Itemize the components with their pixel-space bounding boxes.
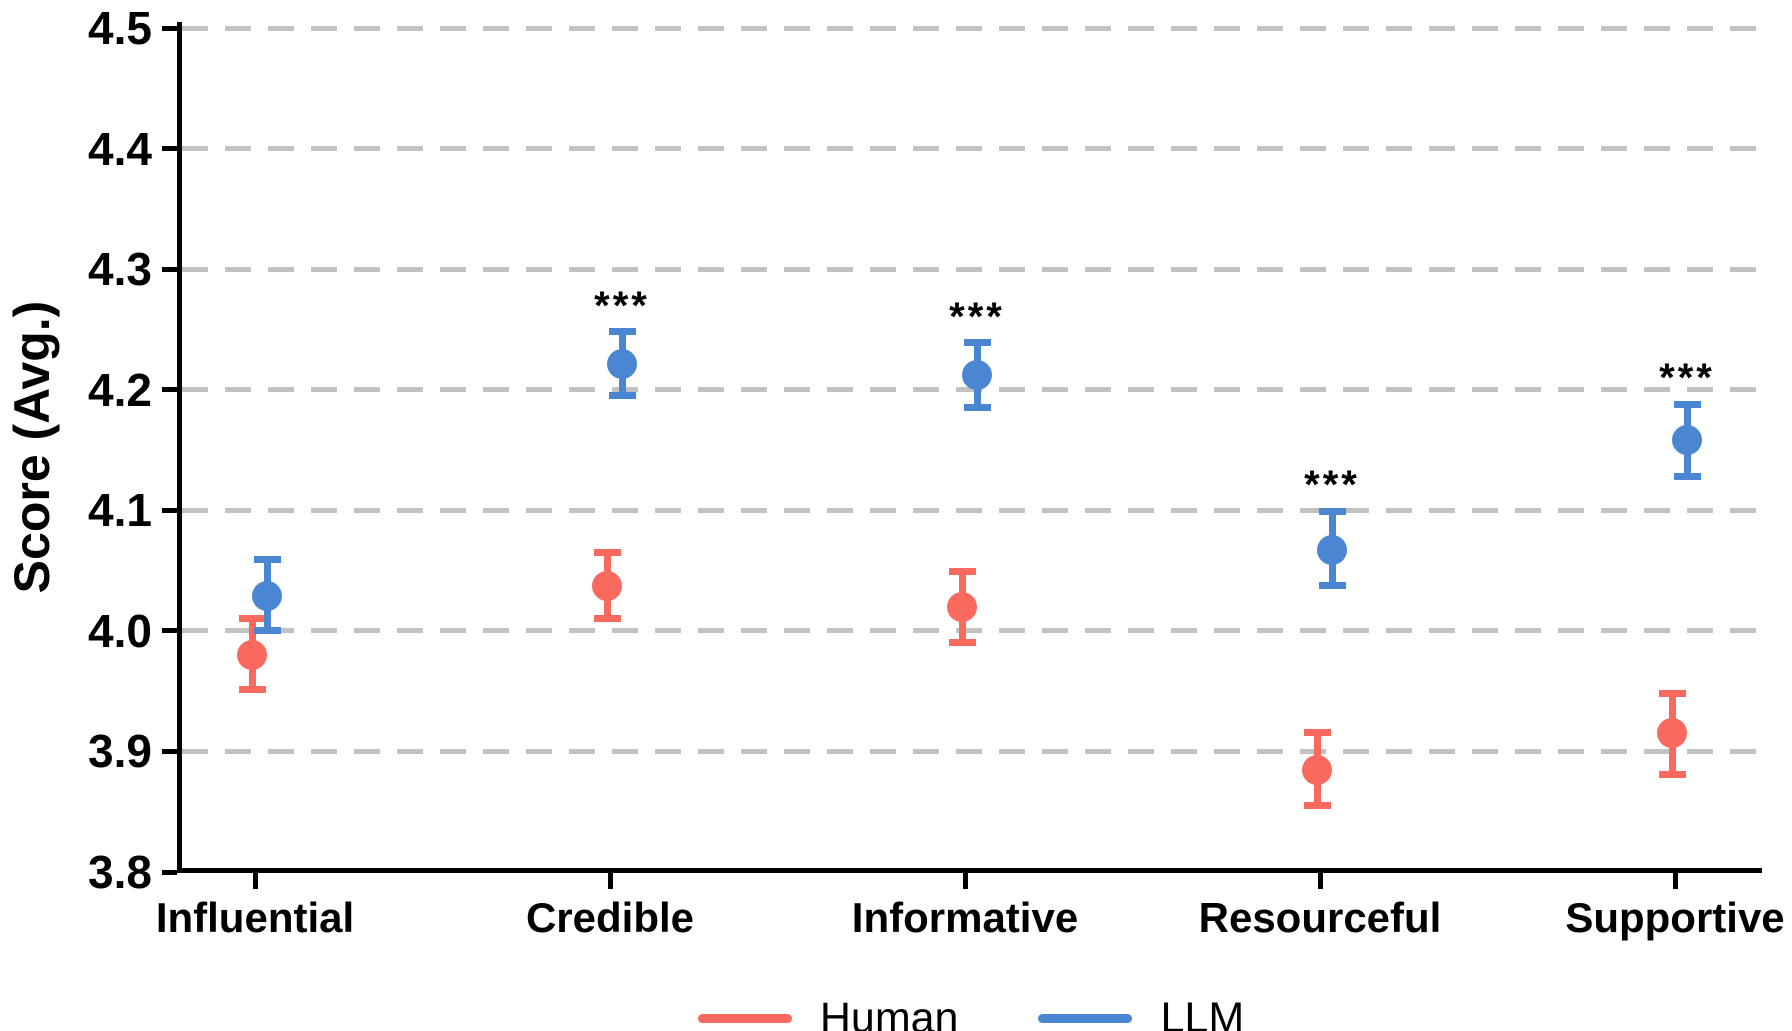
sig-marker-credible: *** [594,283,650,328]
human-point-resourceful [1302,754,1332,785]
llm-point-influential [252,580,282,611]
y-tick-4 [162,628,177,634]
llm-errorbar-cap-top-supportive [1673,400,1701,408]
sig-marker-informative: *** [949,294,1005,339]
x-tick-supportive [1672,873,1678,889]
x-tick-label-influential: Influential [155,894,355,941]
y-axis-spine [177,22,182,873]
gridline-4.4 [182,146,1762,152]
y-tick-label-3.9: 3.9 [88,725,152,778]
y-tick-label-4.2: 4.2 [88,363,152,416]
x-tick-resourceful [1317,873,1323,889]
y-tick-4.1 [162,507,177,513]
y-tick-4.4 [162,146,177,152]
y-tick-label-3.8: 3.8 [88,846,152,898]
human-errorbar-cap-top-supportive [1658,690,1686,698]
human-point-credible [592,571,622,602]
llm-errorbar-cap-top-informative [963,339,991,347]
human-point-supportive [1657,718,1687,749]
sig-marker-resourceful: *** [1304,463,1360,508]
y-tick-4.2 [162,387,177,393]
llm-errorbar-cap-bottom-supportive [1673,473,1701,481]
gridline-4.2 [182,387,1762,393]
llm-errorbar-cap-bottom-influential [253,627,281,635]
llm-point-supportive [1672,425,1702,456]
human-point-influential [237,639,267,670]
llm-series-swatch [1038,1013,1133,1023]
y-tick-3.9 [162,748,177,754]
legend-item-human: Human [697,990,959,1031]
y-tick-3.8 [162,869,177,875]
human-errorbar-cap-bottom-informative [948,639,976,647]
human-errorbar-cap-top-influential [238,615,266,623]
y-tick-label-4.4: 4.4 [88,122,152,175]
gridline-4.3 [182,266,1762,272]
y-tick-label-4.1: 4.1 [88,484,152,537]
llm-errorbar-cap-top-influential [253,556,281,564]
gridline-3.9 [182,748,1762,754]
x-tick-credible [607,873,613,889]
human-errorbar-cap-bottom-credible [593,615,621,623]
x-tick-label-informative: Informative [851,894,1079,941]
human-errorbar-cap-bottom-supportive [1658,770,1686,778]
llm-errorbar-cap-top-resourceful [1318,507,1346,515]
llm-errorbar-cap-bottom-informative [963,404,991,412]
llm-point-credible [607,349,637,380]
gridline-4 [182,628,1762,634]
x-tick-label-supportive: Supportive [1565,894,1785,941]
legend-label-human: Human [819,994,959,1031]
y-tick-4.5 [162,25,177,31]
x-tick-label-resourceful: Resourceful [1198,894,1442,941]
llm-errorbar-cap-bottom-credible [608,392,636,400]
gridline-4.5 [182,25,1762,31]
human-series-swatch [697,1013,792,1023]
sig-marker-supportive: *** [1659,356,1715,401]
gridline-4.1 [182,507,1762,513]
x-tick-influential [252,873,258,889]
y-tick-label-4.3: 4.3 [88,243,152,296]
human-errorbar-cap-top-informative [948,568,976,576]
llm-point-informative [962,360,992,391]
human-errorbar-cap-bottom-influential [238,686,266,694]
y-tick-label-4: 4.0 [88,604,152,657]
legend: Human LLM [180,988,1762,1031]
llm-point-resourceful [1317,535,1347,566]
legend-item-llm: LLM [1038,990,1244,1031]
human-errorbar-cap-bottom-resourceful [1303,802,1331,810]
llm-errorbar-cap-bottom-resourceful [1318,581,1346,589]
llm-errorbar-cap-top-credible [608,328,636,336]
y-axis-title: Score (Avg.) [4,300,60,594]
human-errorbar-cap-top-resourceful [1303,728,1331,736]
human-errorbar-cap-top-credible [593,548,621,556]
x-tick-informative [962,873,968,889]
y-tick-label-4.5: 4.5 [88,2,152,54]
y-tick-4.3 [162,266,177,272]
x-tick-label-credible: Credible [525,894,695,941]
legend-label-llm: LLM [1160,994,1245,1031]
human-point-informative [947,591,977,622]
x-axis-spine [177,868,1762,873]
